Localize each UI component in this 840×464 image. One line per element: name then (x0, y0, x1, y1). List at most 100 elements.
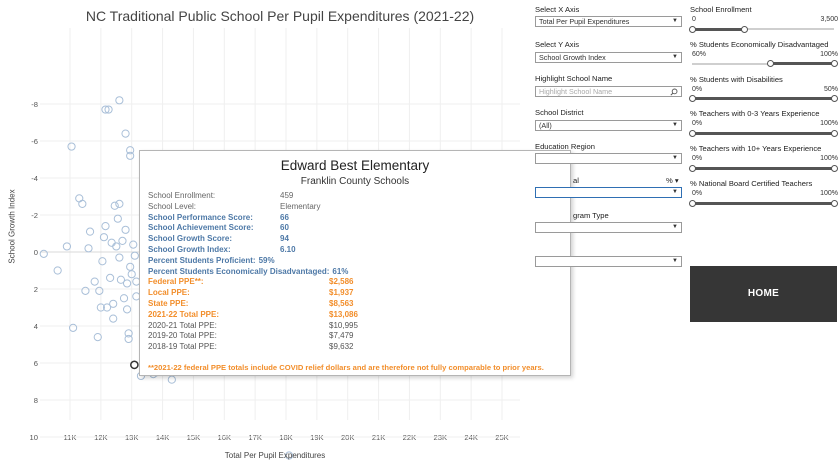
data-point[interactable] (99, 233, 109, 242)
y-tick-label: -4 (31, 174, 38, 183)
slider-low-handle[interactable] (688, 129, 696, 137)
slider-high-handle[interactable] (830, 129, 838, 137)
data-point[interactable] (116, 275, 126, 284)
data-point[interactable] (68, 323, 78, 332)
y-tick-label: -6 (31, 137, 38, 146)
data-point[interactable] (112, 242, 121, 251)
slider-high-handle[interactable] (830, 199, 838, 207)
data-point[interactable] (113, 214, 122, 223)
school-tooltip: Edward Best Elementary Franklin County S… (139, 150, 571, 376)
data-point[interactable] (129, 240, 138, 249)
data-point[interactable] (115, 199, 124, 208)
data-point[interactable] (110, 201, 119, 210)
slider-min-label: 0% (692, 155, 703, 163)
data-point[interactable] (284, 451, 294, 460)
x-axis-label: Total Per Pupil Expenditures (224, 451, 326, 460)
data-point[interactable] (102, 303, 112, 312)
data-point[interactable] (67, 142, 76, 151)
data-point[interactable] (107, 238, 116, 247)
slider-low-handle[interactable] (688, 25, 696, 33)
data-point[interactable] (124, 334, 133, 344)
data-point[interactable] (85, 227, 95, 236)
data-point[interactable] (126, 262, 135, 271)
x-axis-dropdown-value: Total Per Pupil Expenditures (539, 17, 630, 26)
school-level-dropdown[interactable]: ▼ (535, 187, 682, 198)
data-point[interactable] (53, 266, 62, 275)
tooltip-row: School Performance Score: 66 (148, 213, 478, 224)
data-point[interactable] (109, 314, 118, 323)
tooltip-details: School Enrollment: 459 School Level: Elemen… (148, 191, 478, 353)
tooltip-row-label: Local PPE: (148, 288, 190, 298)
slider-low-handle[interactable] (688, 199, 696, 207)
data-point[interactable] (96, 303, 105, 312)
program-type-label: gram Type (573, 211, 609, 220)
slider-high-handle[interactable] (830, 164, 838, 172)
data-point[interactable] (124, 329, 133, 338)
tooltip-row-label: Percent Students Proficient: (148, 255, 256, 265)
slider-label: % Teachers with 10+ Years Experience (690, 144, 822, 154)
y-axis-dropdown[interactable]: School Growth Index ▼ (535, 52, 682, 63)
data-point[interactable] (106, 273, 115, 282)
data-point[interactable] (62, 242, 72, 251)
data-point[interactable] (78, 199, 87, 208)
home-button[interactable]: HOME (690, 266, 837, 322)
data-point[interactable] (95, 286, 104, 295)
data-point[interactable] (39, 249, 48, 258)
data-point[interactable] (90, 277, 99, 286)
slider-high-handle[interactable] (830, 95, 838, 103)
data-point[interactable] (104, 105, 113, 114)
tooltip-row: School Level: Elementary (148, 202, 478, 213)
data-point[interactable] (122, 305, 132, 314)
slider-high-handle[interactable] (741, 25, 749, 33)
slider-max-label: 100% (820, 155, 838, 163)
x-axis-dropdown[interactable]: Total Per Pupil Expenditures ▼ (535, 16, 682, 27)
data-point[interactable] (130, 251, 139, 260)
slider-low-handle[interactable] (688, 95, 696, 103)
data-point[interactable] (109, 299, 118, 308)
school-district-dropdown[interactable]: (All) ▼ (535, 120, 682, 131)
education-region-dropdown[interactable]: ▼ (535, 153, 682, 164)
highlighted-data-point[interactable] (130, 360, 139, 370)
data-point[interactable] (98, 257, 107, 266)
data-point[interactable] (126, 151, 135, 160)
data-point[interactable] (127, 270, 136, 279)
data-point[interactable] (75, 194, 84, 203)
program-type-dropdown[interactable]: ▼ (535, 222, 682, 233)
data-point[interactable] (84, 244, 93, 253)
y-tick-label: 8 (34, 396, 38, 405)
tooltip-row: 2020-21 Total PPE: $10,995 (148, 321, 478, 332)
tooltip-row: 2019-20 Total PPE: $7,479 (148, 331, 478, 342)
slider-high-handle[interactable] (830, 60, 838, 68)
tooltip-row: 2018-19 Total PPE: $9,632 (148, 342, 478, 353)
slider-max-label: 100% (820, 120, 838, 128)
slider-max-label: 100% (820, 190, 838, 197)
extra-dropdown[interactable]: ▼ (535, 256, 682, 267)
data-point[interactable] (115, 96, 124, 105)
y-tick-label: 4 (34, 322, 38, 331)
slider-low-handle[interactable] (766, 60, 774, 68)
data-point[interactable] (119, 294, 129, 303)
data-point[interactable] (81, 286, 90, 295)
data-point[interactable] (101, 222, 110, 231)
school-level-label: al (573, 176, 579, 185)
data-point[interactable] (101, 105, 110, 114)
slider-low-handle[interactable] (688, 164, 696, 172)
slider-track[interactable] (692, 62, 834, 65)
data-point[interactable] (121, 129, 130, 138)
tooltip-footnote: **2021-22 federal PPE totals include COV… (148, 363, 544, 372)
data-point[interactable] (126, 146, 135, 155)
data-point[interactable] (121, 225, 130, 234)
tooltip-row-value: $8,563 (329, 298, 354, 308)
slider-track[interactable] (692, 28, 834, 30)
data-point[interactable] (122, 279, 132, 288)
data-point[interactable] (115, 253, 124, 262)
tooltip-row: Percent Students Economically Disadvanta… (148, 267, 478, 278)
data-point[interactable] (118, 236, 127, 245)
data-point[interactable] (167, 375, 176, 384)
highlight-school-input[interactable]: Highlight School Name (535, 86, 682, 97)
tooltip-row-label: School Performance Score: (148, 212, 253, 222)
tooltip-row-label: School Level: (148, 201, 197, 211)
data-point[interactable] (93, 333, 102, 342)
slider-label: % National Board Certified Teachers (690, 179, 813, 188)
